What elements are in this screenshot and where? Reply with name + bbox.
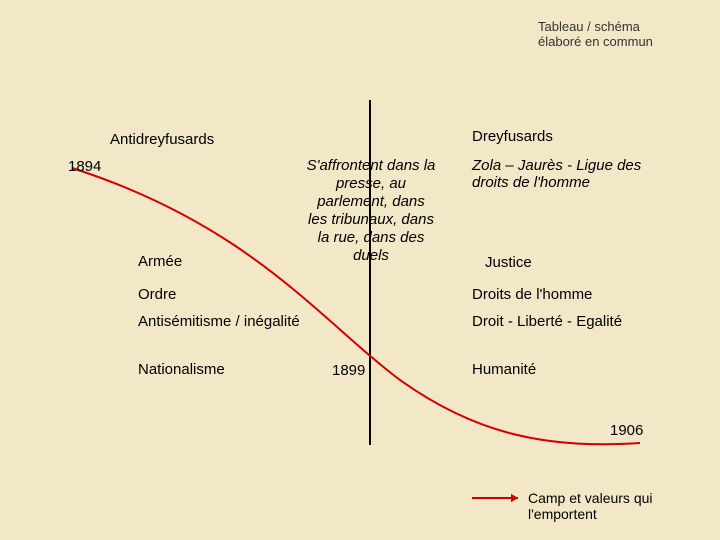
right-item: Humanité [472, 361, 536, 378]
right-column-title: Dreyfusards [472, 128, 553, 145]
header-note: Tableau / schéma élaboré en commun [538, 20, 653, 50]
right-item: Droits de l'homme [472, 286, 592, 303]
left-item: Nationalisme [138, 361, 225, 378]
left-item: Armée [138, 253, 182, 270]
right-item: Droit - Liberté - Egalité [472, 313, 622, 330]
end-year: 1906 [610, 422, 643, 439]
diagram-canvas [0, 0, 720, 540]
diagram-stage: Tableau / schéma élaboré en commun Antid… [0, 0, 720, 540]
right-lead: Zola – Jaurès - Ligue des droits de l'ho… [472, 157, 642, 192]
left-column-title: Antidreyfusards [110, 131, 214, 148]
right-item: Justice [485, 254, 532, 271]
center-paragraph: S'affrontent dans la presse, au parlemen… [306, 157, 436, 265]
background-rect [0, 0, 720, 540]
header-note-line1: Tableau / schéma [538, 19, 640, 34]
legend-text: Camp et valeurs qui l'emportent [528, 490, 720, 522]
left-item: Antisémitisme / inégalité [138, 313, 300, 330]
center-year: 1899 [332, 362, 365, 379]
left-item: Ordre [138, 286, 176, 303]
left-start-year: 1894 [68, 158, 101, 175]
header-note-line2: élaboré en commun [538, 34, 653, 49]
